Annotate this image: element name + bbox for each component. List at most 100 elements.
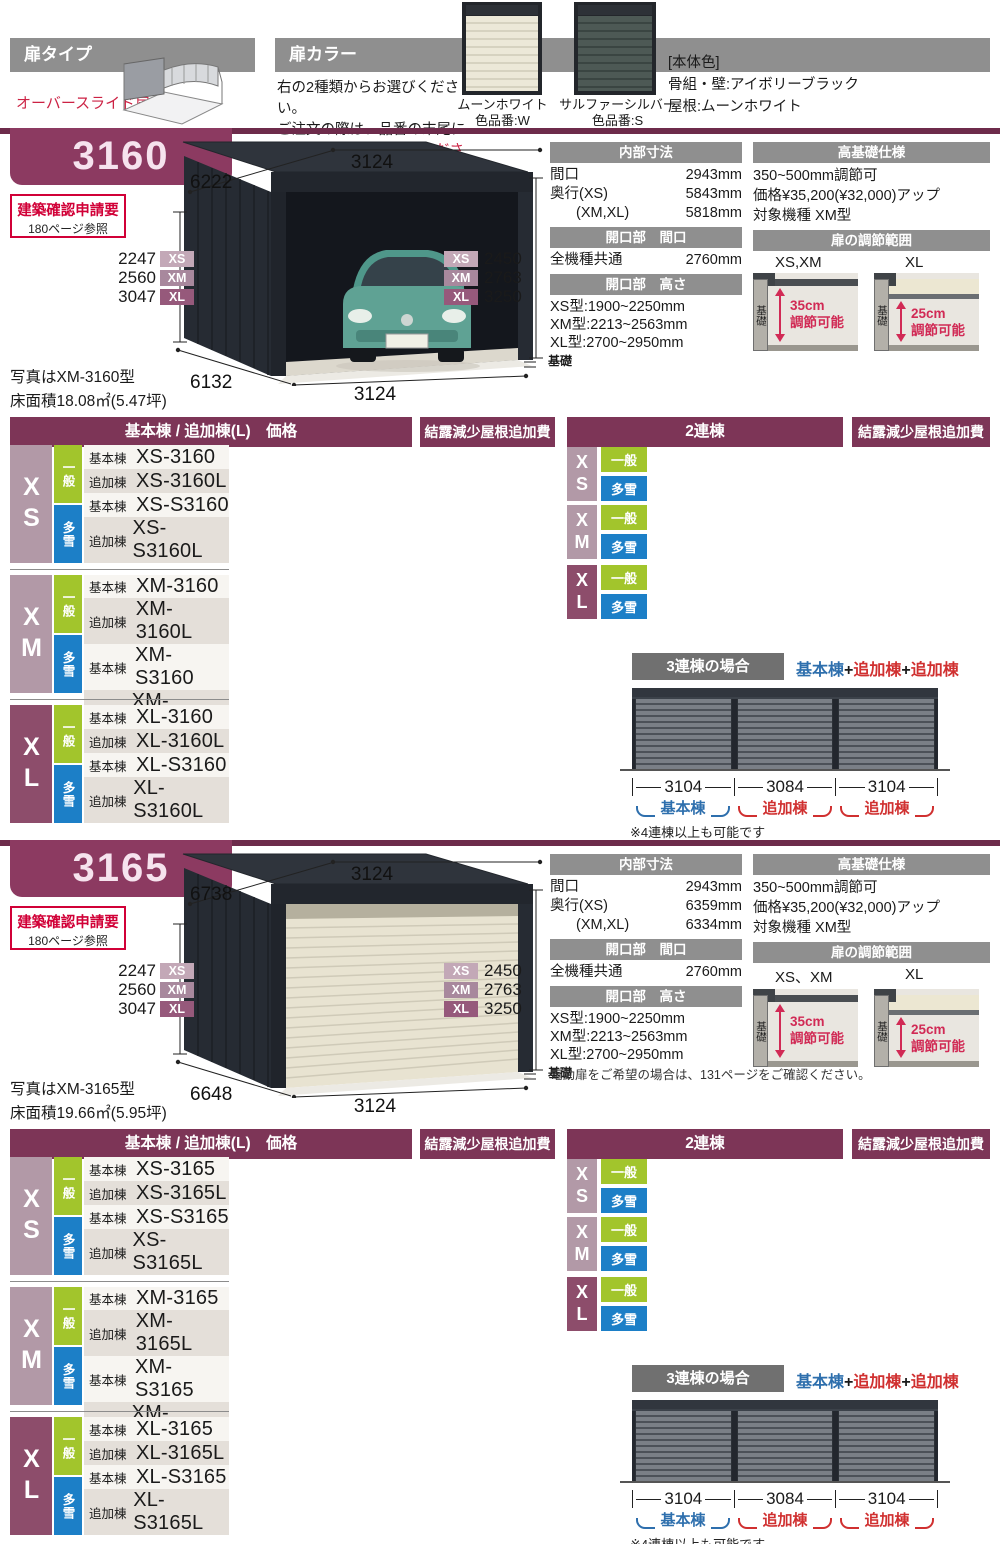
high-foundation-panel: 高基礎仕様 350~500mm調節可 価格¥35,200(¥32,000)アップ… — [753, 142, 990, 351]
dew-reduction-header: 結露減少屋根追加費 — [852, 417, 990, 447]
dim-right-heights: XS 2450 XM 2763 XL 3250 — [444, 249, 536, 307]
dim-left-heights: 2247 XS 2560 XM 3047 XL — [108, 249, 194, 307]
two-unit-group-xl: XL 一般 多雪 — [567, 565, 687, 619]
general-badge: 一般 — [601, 447, 647, 472]
swatch-caption-sulphursilver: サルファーシルバー 色品番:S — [559, 97, 676, 128]
door-adjust-header: 扉の調節範囲 — [753, 230, 990, 251]
price-group-xl: XL 一般 多雪 基本棟 XL-3165 追加棟 XL-3165L 基本棟 XL-S3… — [10, 1417, 229, 1535]
model-row: 追加棟 XS-S3160L — [84, 517, 229, 563]
group-divider — [10, 699, 229, 700]
garage-diagram — [128, 846, 553, 1100]
lintel-bar — [632, 1400, 938, 1409]
three-unit-legend: 基本棟+追加棟+追加棟 — [796, 1374, 959, 1391]
shutter-panel — [635, 699, 732, 769]
two-unit-group-xl: XL 一般 多雪 — [567, 1277, 687, 1331]
dim-top-width: 3124 — [350, 864, 394, 885]
model-row: 追加棟 XS-3165L — [84, 1181, 229, 1205]
door-color-swatch-moonwhite — [462, 2, 542, 95]
size-badge-xl: XL — [10, 705, 52, 823]
model-row: 追加棟 XM-3165L — [84, 1310, 229, 1356]
door-adjust-diagram-xl: 基礎 25cm 調節可能 — [874, 989, 979, 1067]
model-row: 基本棟 XM-S3160 — [84, 644, 229, 690]
three-unit-dimensions: 3104 3084 3104 — [632, 777, 939, 796]
two-unit-group-xm: XM 一般 多雪 — [567, 505, 687, 559]
shutter-panel — [838, 1411, 936, 1481]
model-row: 追加棟 XL-S3165L — [84, 1489, 229, 1535]
model-row: 基本棟 XL-3165 — [84, 1417, 229, 1441]
inner-dimensions-panel: 内部寸法 間口 2943mm 奥行(XS) 6359mm (XM,XL) 6334mm… — [550, 854, 742, 1064]
three-unit-bracket-labels: 基本棟 追加棟 追加棟 — [632, 797, 938, 819]
foundation-bar: 基礎 — [753, 279, 768, 351]
door-panel — [889, 995, 979, 1010]
snow-badge: 多雪 — [601, 1188, 647, 1213]
price-group-xm: XM 一般 多雪 基本棟 XM-3165 追加棟 XM-3165L 基本棟 XM-S3… — [10, 1287, 229, 1448]
lintel-bar — [889, 1010, 979, 1015]
price-group-xl: XL 一般 多雪 基本棟 XL-3160 追加棟 XL-3160L 基本棟 XL-S3… — [10, 705, 229, 823]
inner-dimensions-panel: 内部寸法 間口 2943mm 奥行(XS) 5843mm (XM,XL) 5818mm… — [550, 142, 742, 352]
group-divider — [10, 1281, 229, 1282]
snow-badge: 多雪 — [601, 476, 647, 501]
snow-badge: 多雪 — [54, 1477, 82, 1535]
general-badge: 一般 — [601, 1217, 647, 1242]
door-adjust-size-labels: XS,XM XL — [775, 254, 924, 271]
foundation-bar: 基礎 — [874, 995, 889, 1067]
door-color-swatch-sulphursilver — [574, 2, 656, 95]
three-unit-note: ※4連棟以上も可能です — [630, 1534, 765, 1544]
building-permit-box: 建築確認申請要 180ページ参照 — [10, 906, 126, 950]
building-permit-box: 建築確認申請要 180ページ参照 — [10, 194, 126, 238]
dim-cell: 3104 — [632, 1489, 734, 1508]
dim-top-depth: 6222 — [190, 172, 233, 193]
adjust-range-label: 35cm 調節可能 — [790, 298, 844, 330]
general-badge: 一般 — [601, 505, 647, 530]
model-row: 追加棟 XM-3160L — [84, 598, 229, 644]
dim-top-width: 3124 — [350, 152, 394, 173]
dim-bottom-width: 3124 — [353, 384, 397, 405]
model-row: 基本棟 XS-3160 — [84, 445, 229, 469]
price-group-xs: XS 一般 多雪 基本棟 XS-3160 追加棟 XS-3160L 基本棟 XS-S3… — [10, 445, 229, 563]
three-unit-illustration — [620, 1400, 950, 1483]
high-foundation-header: 高基礎仕様 — [753, 854, 990, 875]
door-adjust-diagram-xsxm: 基礎 35cm 調節可能 — [753, 273, 858, 351]
size-badge-xl: XL — [567, 565, 597, 619]
three-unit-bracket-labels: 基本棟 追加棟 追加棟 — [632, 1509, 938, 1531]
dim-bottom-width: 3124 — [353, 1096, 397, 1117]
shutter-panel — [838, 699, 936, 769]
ground-bar — [889, 1061, 979, 1067]
adjust-range-arrow — [775, 288, 785, 342]
door-adjust-diagram-xl: 基礎 25cm 調節可能 — [874, 273, 979, 351]
adjust-range-arrow — [775, 1004, 785, 1058]
door-adjust-diagram-xsxm: 基礎 35cm 調節可能 — [753, 989, 858, 1067]
foundation-bar: 基礎 — [753, 995, 768, 1067]
lintel-bar — [768, 995, 858, 1002]
group-divider — [10, 1411, 229, 1412]
bracket-base-unit: 基本棟 — [632, 1509, 734, 1531]
snow-badge: 多雪 — [54, 1347, 82, 1405]
body-color-info: [本体色] 骨組・壁:アイボリーブラック 屋根:ムーンホワイト — [668, 55, 859, 115]
dim-bottom-depth: 6648 — [190, 1084, 233, 1105]
general-badge: 一般 — [601, 565, 647, 590]
model-row: 追加棟 XL-3160L — [84, 729, 229, 753]
opening-height-header: 開口部 高さ — [550, 274, 742, 295]
shutter-panel — [635, 1411, 732, 1481]
model-row: 基本棟 XM-3165 — [84, 1287, 229, 1310]
adjust-range-label: 25cm 調節可能 — [911, 306, 965, 338]
high-foundation-panel: 高基礎仕様 350~500mm調節可 価格¥35,200(¥32,000)アップ… — [753, 854, 990, 1067]
price-table-header: 基本棟 / 追加棟(L) 価格 — [10, 1129, 412, 1159]
garage-diagram — [128, 134, 553, 388]
lintel-bar — [632, 688, 938, 697]
snow-badge: 多雪 — [54, 635, 82, 693]
general-badge: 一般 — [601, 1277, 647, 1302]
model-row: 追加棟 XL-3165L — [84, 1441, 229, 1465]
model-row: 基本棟 XS-S3160 — [84, 493, 229, 517]
two-unit-group-xm: XM 一般 多雪 — [567, 1217, 687, 1271]
ground-line — [620, 1481, 950, 1483]
model-row: 基本棟 XM-3160 — [84, 575, 229, 598]
snow-badge: 多雪 — [601, 534, 647, 559]
price-group-xm: XM 一般 多雪 基本棟 XM-3160 追加棟 XM-3160L 基本棟 XM-S3… — [10, 575, 229, 736]
shutter-panel — [736, 699, 834, 769]
snow-badge: 多雪 — [601, 1246, 647, 1271]
size-badge-xs: XS — [10, 1157, 52, 1275]
general-badge: 一般 — [54, 445, 82, 503]
photo-caption: 写真はXM-3165型 床面積19.66㎡(5.95坪) — [10, 1081, 167, 1122]
